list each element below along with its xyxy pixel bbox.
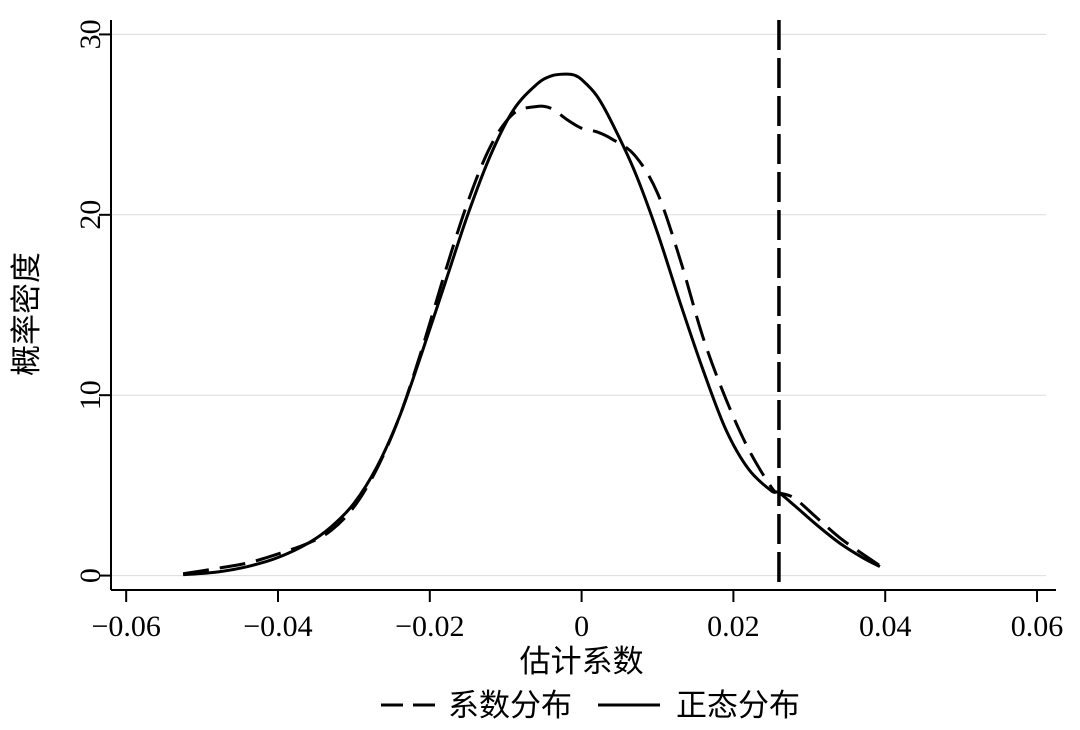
y-tick-label-2: 20 [74,200,107,230]
series-line-0 [182,104,881,576]
x-tick-label-4: 0.02 [707,610,760,643]
x-tick-label-3: 0 [574,610,589,643]
y-tick-label-3: 30 [74,19,107,49]
axis-layer [99,20,1056,602]
x-axis-title: 估计系数 [520,644,644,680]
x-tick-label-6: 0.06 [1011,610,1064,643]
y-tick-label-1: 10 [74,380,107,410]
x-tick-label-2: −0.02 [395,610,464,643]
y-axis-title: 概率密度 [9,252,45,376]
series-line-1 [182,72,881,577]
x-tick-label-0: −0.06 [91,610,160,643]
legend-label-0: 系数分布 [448,688,572,724]
legend: 系数分布 正态分布 [381,688,800,724]
legend-label-1: 正态分布 [676,688,800,724]
series-layer [182,72,881,577]
label-layer: 0 10 20 30 −0.06 −0.04 −0.02 0 0.02 0.04 0.06 估计系数 概… [9,19,1063,680]
x-tick-label-1: −0.04 [243,610,312,643]
x-tick-label-5: 0.04 [859,610,912,643]
grid-layer [111,33,1046,577]
y-tick-label-0: 0 [74,568,107,583]
